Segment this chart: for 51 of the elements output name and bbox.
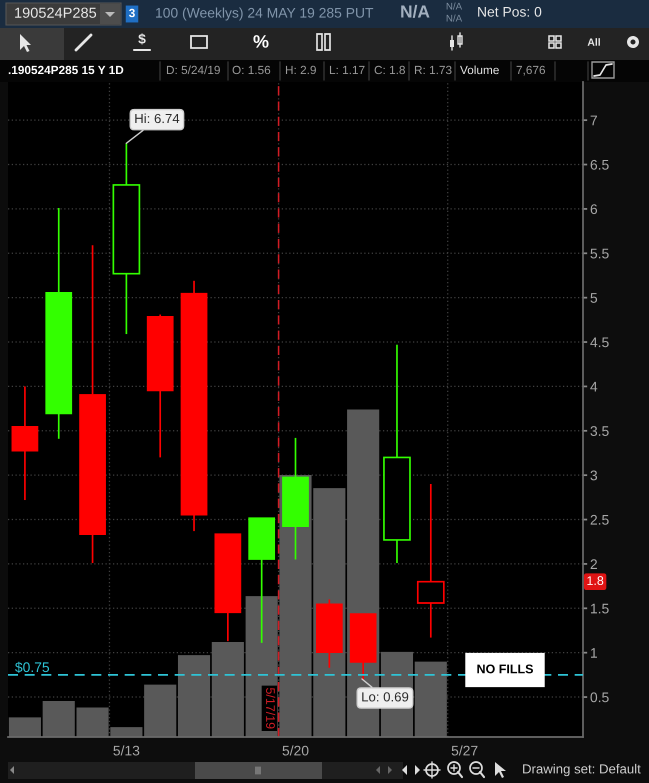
y-tick-label: 2: [590, 559, 597, 569]
chart-subtitle: 100 (Weeklys) 24 MAY 19 285 PUT: [156, 8, 374, 20]
y-tick-label: 1.5: [591, 604, 609, 614]
text: 3: [128, 8, 135, 18]
text: Net Pos: 0: [478, 6, 542, 17]
text: N/A: [401, 4, 430, 18]
text: Volume: [460, 66, 499, 74]
y-tick-label: 4: [590, 382, 598, 392]
y-tick-label: 7: [590, 116, 597, 126]
text: All: [588, 38, 600, 46]
annotation: NO FILLS: [477, 664, 533, 674]
y-tick-label: 2.5: [590, 514, 609, 525]
candlestick: [45, 207, 72, 440]
annotation: Hi: 6.74: [135, 113, 180, 124]
ref-line-label: 5/17/19: [266, 688, 276, 729]
y-tick-label: 0.5: [590, 692, 609, 702]
x-tick-label: 5/27: [452, 745, 478, 756]
text: D: 5/24/19: [166, 66, 220, 74]
text: 7,676: [516, 66, 546, 76]
annotation: 1.8: [587, 576, 604, 586]
text: O: 1.56: [232, 66, 270, 74]
y-tick-label: 3: [590, 470, 598, 480]
text: $: [138, 33, 146, 45]
text: C: 1.8: [374, 66, 405, 74]
y-tick-label: 1: [591, 648, 597, 658]
text: 190524P285: [15, 8, 96, 18]
x-tick-label: 5/20: [282, 745, 308, 756]
annotation: Lo: 0.69: [362, 692, 408, 702]
text: L: 1.17: [330, 66, 365, 74]
ref-line-label: $0.75: [15, 662, 50, 673]
text: Drawing set: Default: [523, 764, 641, 776]
candlestick: [416, 483, 445, 638]
candlestick: [112, 142, 140, 335]
text: H: 2.9: [286, 66, 316, 74]
candlestick: [79, 244, 106, 564]
y-tick-label: 5: [590, 293, 598, 303]
text: N/A: [446, 14, 462, 22]
x-tick-label: 5/13: [113, 745, 140, 756]
y-tick-label: 4.5: [590, 338, 609, 348]
text: R: 1.73: [414, 66, 452, 74]
candlestick: [383, 344, 411, 564]
text: N/A: [446, 2, 462, 10]
candlestick: [282, 437, 309, 560]
chart-title: .190524P285 15 Y 1D: [8, 66, 124, 74]
y-tick-label: 6.5: [590, 160, 609, 170]
y-tick-label: 6: [590, 204, 598, 214]
candlestick: [180, 280, 208, 532]
y-tick-label: 3.5: [590, 426, 609, 436]
y-tick-label: 5.5: [590, 248, 609, 258]
text: %: [253, 35, 269, 48]
candlestick: [12, 386, 38, 501]
